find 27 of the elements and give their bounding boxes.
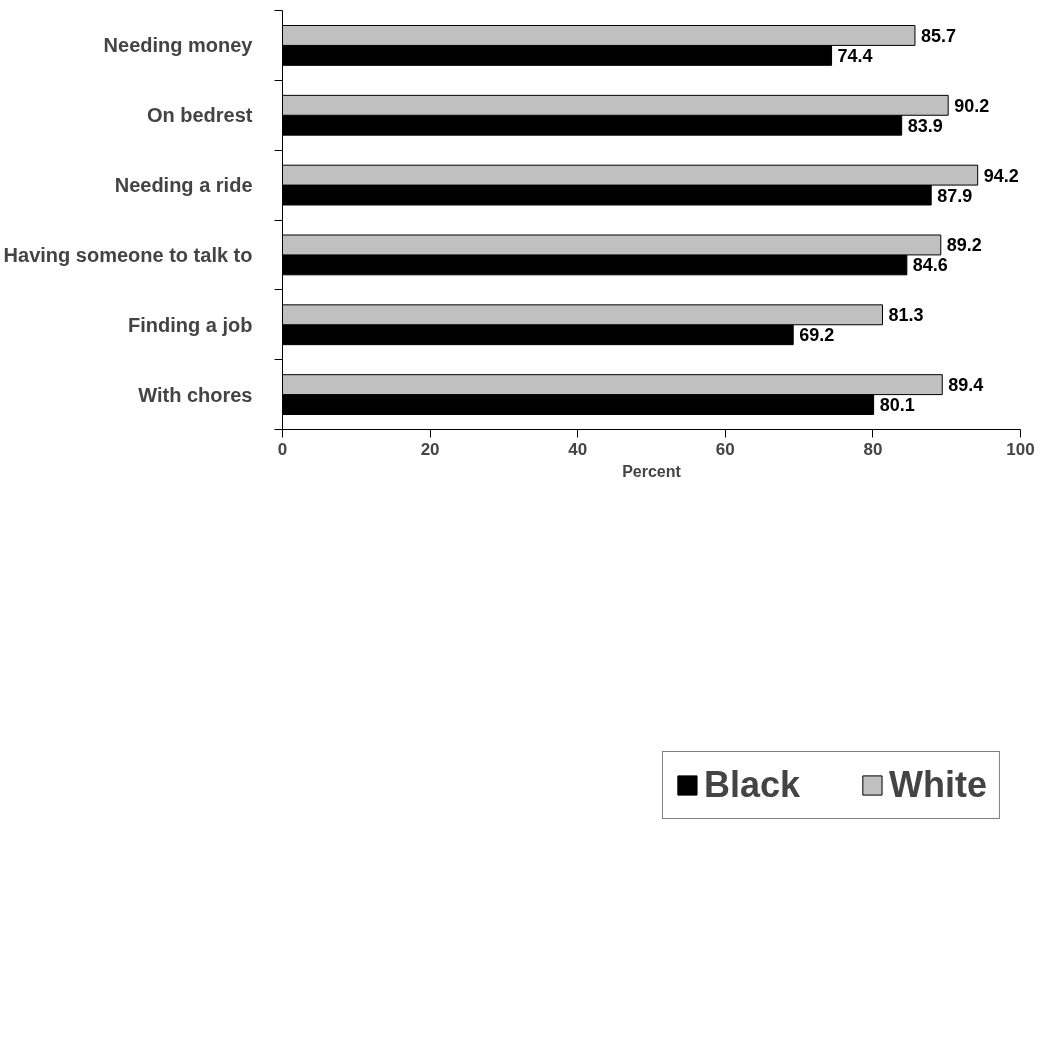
x-tick-label: 40: [568, 439, 588, 459]
data-label: 81.3: [888, 305, 924, 326]
y-tick-label: Needing a ride: [114, 174, 253, 197]
legend-label: White: [889, 764, 987, 806]
x-tick-label: 60: [715, 439, 735, 459]
data-label: 83.9: [907, 115, 943, 136]
data-label: 80.1: [879, 395, 915, 416]
data-label: 87.9: [937, 185, 973, 206]
y-tick-label: Needing money: [103, 34, 254, 57]
data-label: 89.4: [948, 375, 984, 396]
data-label: 89.2: [946, 235, 982, 256]
data-label: 69.2: [799, 325, 835, 346]
x-tick-label: 100: [1006, 439, 1035, 459]
x-axis-title: Percent: [622, 462, 682, 480]
y-tick-label: On bedrest: [146, 104, 253, 127]
x-tick-label: 80: [863, 439, 883, 459]
x-tick-label: 0: [277, 439, 288, 459]
y-tick-label: Finding a job: [128, 313, 253, 336]
data-label: 84.6: [912, 255, 948, 276]
data-label: 85.7: [920, 25, 957, 46]
legend-label: Black: [703, 764, 801, 806]
x-tick-label: 20: [420, 439, 440, 459]
y-tick-label: With chores: [138, 383, 253, 406]
data-label: 90.2: [954, 95, 990, 116]
y-tick-label: Having someone to talk to: [3, 243, 253, 266]
data-label: 94.2: [983, 165, 1019, 186]
data-label: 74.4: [837, 45, 873, 66]
